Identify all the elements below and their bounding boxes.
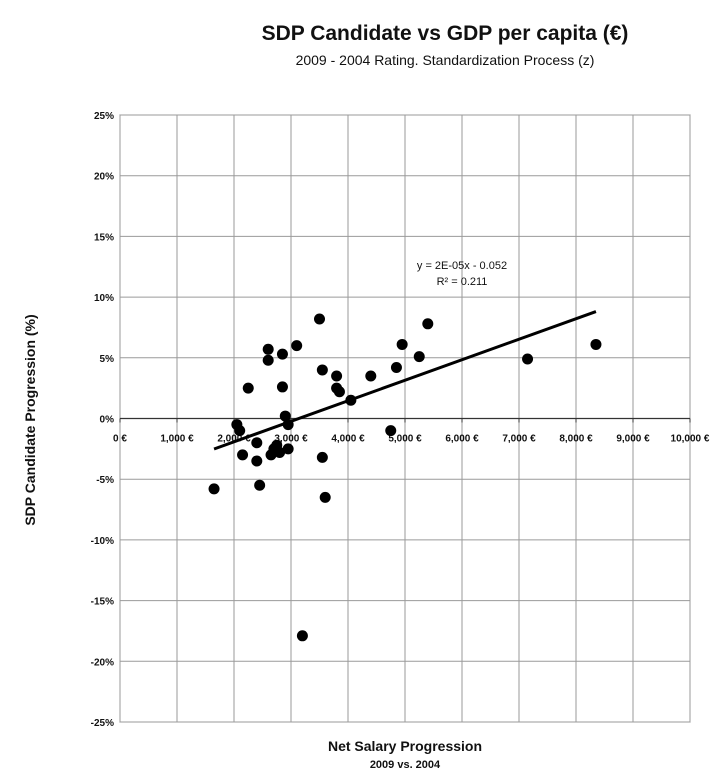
- data-point: [276, 348, 288, 360]
- x-tick-label: 3,000 €: [274, 434, 308, 445]
- data-point: [333, 386, 345, 398]
- data-point: [279, 410, 291, 422]
- x-axis-sublabel: 2009 vs. 2004: [369, 759, 441, 771]
- x-tick-label: 8,000 €: [559, 434, 593, 445]
- y-tick-label: 25%: [94, 111, 114, 122]
- data-point: [291, 340, 303, 352]
- trendline: [213, 310, 597, 451]
- data-point: [331, 370, 343, 382]
- data-point: [316, 364, 328, 376]
- y-tick-label: 5%: [100, 354, 115, 365]
- x-tick-label: 7,000 €: [502, 434, 536, 445]
- data-point: [316, 451, 328, 463]
- y-tick-label: 20%: [94, 172, 114, 183]
- x-axis-label: Net Salary Progression: [327, 738, 483, 754]
- data-point: [422, 318, 434, 330]
- y-tick-label: 15%: [94, 232, 114, 243]
- data-point: [251, 455, 263, 467]
- chart-title: SDP Candidate vs GDP per capita (€): [261, 22, 629, 45]
- trendline-equation: y = 2E-05x - 0.052: [417, 260, 507, 272]
- x-tick-label: 6,000 €: [445, 434, 479, 445]
- data-point: [242, 382, 254, 394]
- data-point: [208, 483, 220, 495]
- y-tick-label: 0%: [100, 415, 115, 426]
- data-point: [365, 370, 377, 382]
- x-tick-label: 2,000 €: [217, 434, 251, 445]
- data-point: [276, 381, 288, 393]
- data-point: [319, 491, 331, 503]
- trendline-r-squared: R² = 0.211: [437, 276, 488, 288]
- data-point: [390, 362, 402, 374]
- y-tick-label: -10%: [91, 536, 114, 547]
- x-tick-label: 5,000 €: [388, 434, 422, 445]
- x-tick-label: 4,000 €: [331, 434, 365, 445]
- data-point: [262, 354, 274, 366]
- data-point: [296, 630, 308, 642]
- data-point: [314, 313, 325, 325]
- data-point: [274, 446, 286, 458]
- x-tick-label: 1,000 €: [160, 434, 194, 445]
- data-point: [522, 353, 534, 365]
- x-tick-label: 9,000 €: [616, 434, 650, 445]
- y-tick-label: -20%: [91, 657, 114, 668]
- y-tick-label: -15%: [91, 597, 114, 608]
- x-tick-label: 0 €: [113, 434, 127, 445]
- data-point: [262, 343, 274, 355]
- y-tick-label: -25%: [91, 718, 114, 729]
- data-point: [282, 443, 294, 455]
- y-tick-label: 10%: [94, 293, 114, 304]
- data-point: [251, 437, 263, 449]
- chart-subtitle: 2009 - 2004 Rating. Standardization Proc…: [295, 52, 595, 68]
- data-point: [234, 425, 246, 437]
- x-tick-label: 10,000 €: [671, 434, 710, 445]
- data-point: [237, 449, 249, 461]
- data-point: [385, 425, 397, 437]
- data-point: [413, 351, 425, 363]
- data-point: [396, 338, 408, 350]
- y-tick-label: -5%: [96, 475, 114, 486]
- data-point: [590, 338, 602, 350]
- data-point: [254, 479, 266, 491]
